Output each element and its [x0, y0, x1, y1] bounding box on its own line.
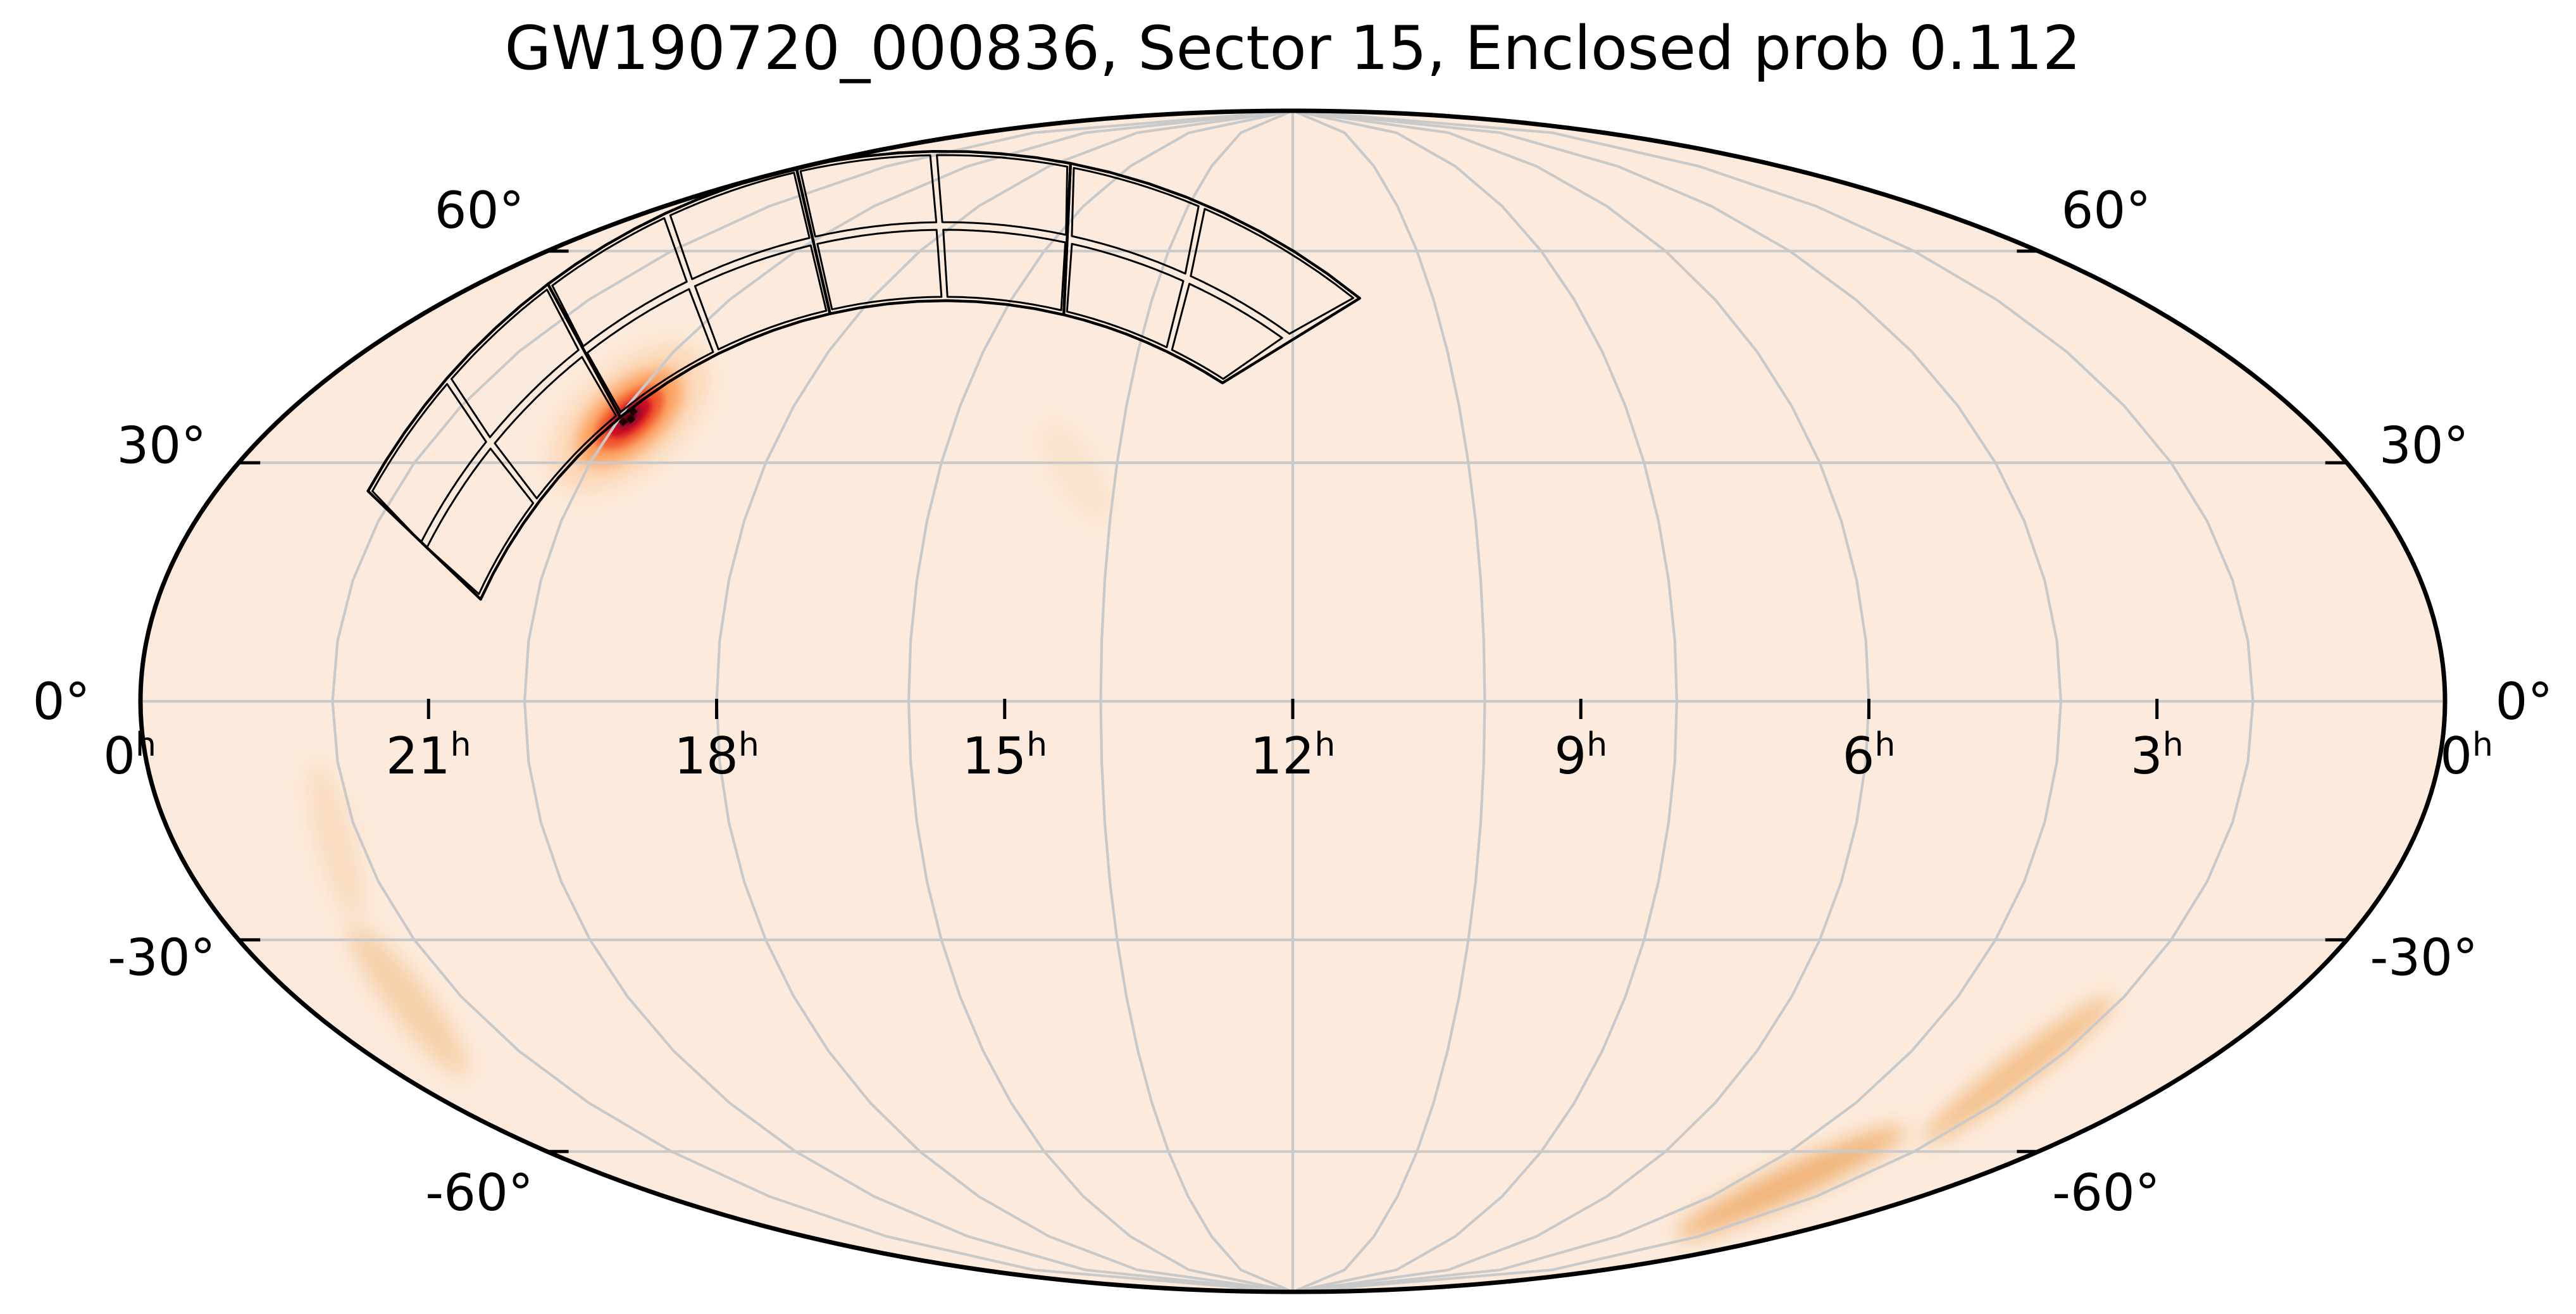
- dec-label-right-30: 30°: [2379, 416, 2469, 475]
- tess-ccd: [694, 244, 828, 351]
- tess-footprint: [366, 150, 1361, 601]
- ra-label-5-9h: 9h: [1554, 726, 1607, 785]
- tess-ccd: [494, 356, 618, 499]
- dec-label-right--60: -60°: [2052, 1163, 2160, 1222]
- meridian--30: [1099, 111, 1293, 1292]
- tess-ccd: [669, 172, 811, 280]
- probability-streaks: [307, 422, 2115, 1238]
- faint-arc-southwest-b: [347, 924, 469, 1076]
- ra-label-6-6h: 6h: [1843, 726, 1896, 785]
- tess-ccd: [799, 154, 938, 238]
- dec-label-left-0: 0°: [33, 672, 90, 731]
- faint-arc-southwest-a: [307, 762, 364, 922]
- tess-ccd: [1190, 208, 1355, 335]
- meridian--120: [523, 111, 1293, 1292]
- ra-label-0-0h: 0h: [103, 726, 156, 785]
- meridian-30: [1292, 111, 1486, 1292]
- dec-label-right-60: 60°: [2062, 181, 2151, 240]
- tess-ccd: [586, 288, 714, 413]
- arc-southeast-b: [1922, 996, 2115, 1143]
- ra-label-7-3h: 3h: [2131, 726, 2184, 785]
- tess-ccd: [1066, 242, 1185, 349]
- meridian-60: [1292, 111, 1679, 1292]
- ra-label-8-0h: 0h: [2440, 726, 2493, 785]
- dec-label-left-60: 60°: [435, 181, 525, 240]
- axis-ticks: [237, 249, 2348, 1153]
- dec-label-right--30: -30°: [2370, 928, 2478, 987]
- tess-camera-4: [1062, 161, 1361, 385]
- tess-ccd: [371, 383, 487, 543]
- tess-ccd: [1071, 166, 1200, 275]
- ra-label-4-12h: 12h: [1250, 726, 1336, 785]
- tess-ccd: [942, 228, 1067, 311]
- dec-label-right-0: 0°: [2496, 672, 2553, 731]
- tess-ccd: [450, 289, 580, 439]
- meridian-150: [1292, 111, 2255, 1292]
- tess-ccd: [551, 217, 688, 347]
- ra-label-3-15h: 15h: [962, 726, 1047, 785]
- tess-ccd: [426, 447, 535, 595]
- meridian--60: [907, 111, 1293, 1292]
- tess-ccd: [816, 228, 943, 311]
- ra-label-1-21h: 21h: [386, 726, 471, 785]
- ra-label-2-18h: 18h: [674, 726, 759, 785]
- arc-southeast-a: [1676, 1127, 1906, 1238]
- meridian--150: [331, 111, 1293, 1292]
- faint-smudge-center: [1040, 422, 1112, 522]
- dec-label-left--60: -60°: [425, 1163, 533, 1222]
- dec-label-left--30: -30°: [108, 928, 216, 987]
- axis-labels: 0h 21h 18h 15h 12h 9h 6h 3h 0h 60° 60° 30° 30° 0° 0° -3…: [33, 181, 2553, 1222]
- map-boundary: [138, 108, 2448, 1294]
- tess-ccd: [1171, 282, 1283, 380]
- figure-title: GW190720_000836, Sector 15, Enclosed pro…: [504, 14, 2081, 84]
- dec-label-left-30: 30°: [116, 416, 206, 475]
- meridian-120: [1292, 111, 2063, 1292]
